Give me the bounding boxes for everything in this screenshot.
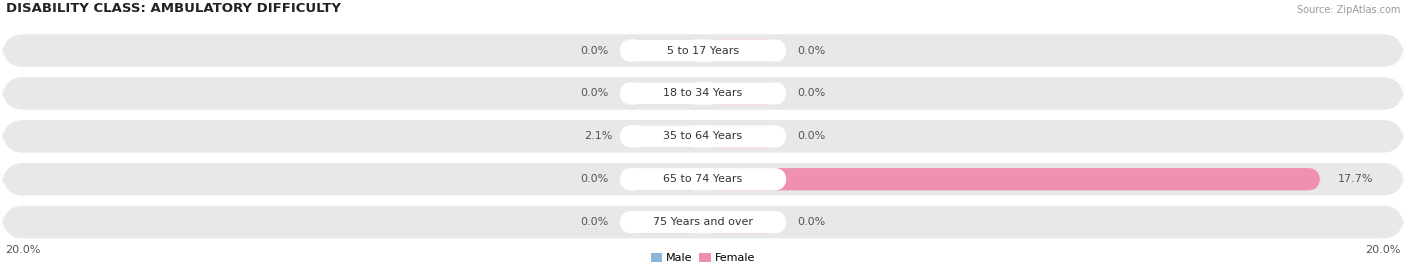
Text: 65 to 74 Years: 65 to 74 Years xyxy=(664,174,742,184)
Text: 0.0%: 0.0% xyxy=(581,46,609,55)
Text: 0.0%: 0.0% xyxy=(797,88,825,98)
FancyBboxPatch shape xyxy=(1,120,1405,153)
FancyBboxPatch shape xyxy=(703,211,780,233)
Text: Source: ZipAtlas.com: Source: ZipAtlas.com xyxy=(1298,5,1400,15)
FancyBboxPatch shape xyxy=(703,39,780,62)
Text: 0.0%: 0.0% xyxy=(581,174,609,184)
FancyBboxPatch shape xyxy=(619,39,787,62)
FancyBboxPatch shape xyxy=(619,125,787,147)
Text: 20.0%: 20.0% xyxy=(1365,245,1400,255)
Legend: Male, Female: Male, Female xyxy=(647,248,759,267)
FancyBboxPatch shape xyxy=(1,34,1405,67)
Text: 0.0%: 0.0% xyxy=(797,217,825,227)
Text: 35 to 64 Years: 35 to 64 Years xyxy=(664,131,742,141)
FancyBboxPatch shape xyxy=(1,77,1405,110)
Text: 75 Years and over: 75 Years and over xyxy=(652,217,754,227)
Text: 0.0%: 0.0% xyxy=(581,88,609,98)
FancyBboxPatch shape xyxy=(626,211,703,233)
Text: 18 to 34 Years: 18 to 34 Years xyxy=(664,88,742,98)
FancyBboxPatch shape xyxy=(619,211,787,233)
Text: 0.0%: 0.0% xyxy=(797,131,825,141)
Text: DISABILITY CLASS: AMBULATORY DIFFICULTY: DISABILITY CLASS: AMBULATORY DIFFICULTY xyxy=(6,2,340,15)
FancyBboxPatch shape xyxy=(703,125,780,147)
FancyBboxPatch shape xyxy=(626,39,703,62)
Text: 0.0%: 0.0% xyxy=(581,217,609,227)
FancyBboxPatch shape xyxy=(619,168,787,190)
FancyBboxPatch shape xyxy=(1,163,1405,196)
Text: 0.0%: 0.0% xyxy=(797,46,825,55)
Text: 5 to 17 Years: 5 to 17 Years xyxy=(666,46,740,55)
FancyBboxPatch shape xyxy=(626,82,703,105)
Text: 2.1%: 2.1% xyxy=(583,131,613,141)
FancyBboxPatch shape xyxy=(703,82,780,105)
FancyBboxPatch shape xyxy=(619,82,787,105)
FancyBboxPatch shape xyxy=(703,168,1320,190)
FancyBboxPatch shape xyxy=(1,206,1405,239)
FancyBboxPatch shape xyxy=(630,125,703,147)
Text: 20.0%: 20.0% xyxy=(6,245,41,255)
Text: 17.7%: 17.7% xyxy=(1337,174,1374,184)
FancyBboxPatch shape xyxy=(626,168,703,190)
